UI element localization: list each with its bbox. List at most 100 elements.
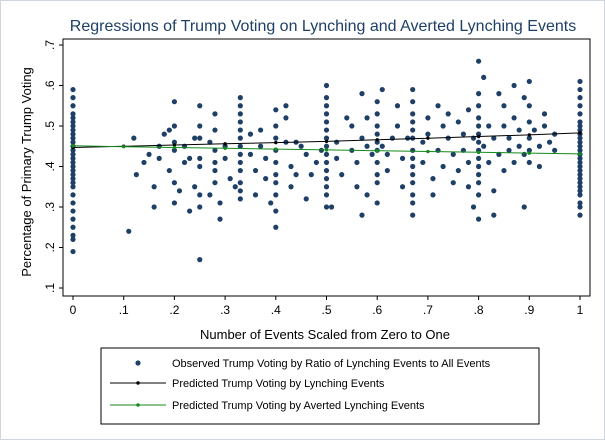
observed-point (70, 86, 76, 93)
observed-point (131, 135, 137, 141)
legend-box (100, 347, 540, 425)
observed-point (323, 119, 330, 125)
observed-point (146, 151, 152, 157)
observed-point (268, 200, 274, 206)
observed-point (323, 176, 330, 182)
observed-point (349, 123, 355, 129)
observed-point (323, 135, 330, 141)
observed-point (308, 172, 314, 178)
observed-point (577, 86, 583, 93)
observed-point (166, 127, 172, 133)
observed-point (70, 163, 76, 170)
lynching-prediction-marker (274, 140, 278, 145)
y-tick-label: .2 (43, 242, 57, 252)
observed-point (394, 123, 401, 129)
observed-point (476, 131, 482, 137)
observed-point (445, 111, 451, 117)
observed-point (430, 192, 436, 198)
observed-point (273, 159, 279, 166)
observed-point (187, 155, 193, 161)
observed-point (197, 103, 203, 109)
observed-point (212, 127, 218, 133)
observed-point (197, 155, 203, 161)
observed-point (425, 115, 431, 121)
observed-point (70, 139, 76, 145)
observed-point (476, 180, 482, 186)
averted-prediction-marker (578, 152, 582, 156)
observed-point (334, 139, 340, 145)
observed-point (187, 208, 193, 214)
observed-point (323, 143, 330, 149)
observed-point (70, 208, 76, 214)
observed-point (328, 204, 335, 210)
observed-point (491, 188, 497, 194)
observed-point (70, 135, 76, 141)
y-tick-label: .5 (43, 121, 57, 131)
observed-point (133, 172, 139, 178)
observed-point (156, 143, 162, 149)
observed-point (313, 159, 319, 166)
observed-point (541, 111, 548, 117)
observed-point (577, 111, 583, 117)
observed-point (323, 167, 330, 174)
observed-point (359, 212, 365, 218)
observed-point (70, 127, 76, 133)
observed-point (227, 176, 233, 182)
x-tick-label: .9 (524, 303, 534, 317)
observed-point (354, 184, 360, 190)
observed-point (374, 172, 380, 178)
observed-point (303, 151, 309, 157)
observed-point (399, 155, 406, 161)
observed-point (577, 176, 583, 182)
observed-point (344, 115, 350, 121)
observed-point (151, 204, 157, 210)
x-axis-label: Number of Events Scaled from Zero to One (200, 327, 450, 342)
observed-point (171, 99, 177, 105)
observed-point (410, 86, 416, 93)
observed-point (237, 111, 243, 117)
y-axis-label: Percentage of Primary Trump Voting (19, 67, 34, 277)
observed-point (70, 123, 76, 129)
averted-prediction-marker (527, 151, 531, 155)
observed-point (237, 196, 243, 202)
observed-point (410, 172, 416, 178)
observed-point (577, 159, 583, 166)
lynching-prediction-marker (578, 131, 582, 135)
observed-point (476, 155, 482, 161)
observed-point (379, 86, 385, 93)
lynching-prediction-marker (223, 142, 227, 146)
observed-point (511, 82, 517, 89)
observed-point (546, 139, 553, 145)
observed-point (273, 224, 279, 230)
observed-point (70, 103, 76, 109)
observed-point (394, 103, 401, 109)
lynching-prediction-marker (324, 139, 329, 144)
observed-point (476, 172, 482, 178)
chart-title: Regressions of Trump Voting on Lynching … (70, 18, 576, 35)
observed-point (70, 119, 76, 125)
observed-point (359, 91, 365, 97)
observed-point (476, 91, 482, 97)
observed-point (491, 135, 497, 141)
observed-point (298, 143, 304, 149)
y-tick-label: .4 (43, 161, 57, 171)
observed-point (166, 167, 172, 174)
observed-point (364, 192, 370, 198)
observed-point (577, 180, 583, 186)
observed-point (577, 95, 583, 101)
observed-point (379, 143, 385, 149)
observed-point (212, 180, 218, 186)
observed-point (541, 123, 548, 129)
observed-point (374, 139, 380, 145)
x-tick-label: .5 (321, 303, 331, 317)
observed-point (369, 151, 375, 157)
observed-point (192, 184, 198, 190)
observed-point (526, 119, 532, 125)
observed-point (506, 147, 512, 153)
observed-point (247, 151, 254, 157)
observed-point (197, 192, 203, 198)
observed-point (577, 119, 583, 125)
observed-point (70, 172, 76, 178)
observed-point (577, 167, 583, 174)
